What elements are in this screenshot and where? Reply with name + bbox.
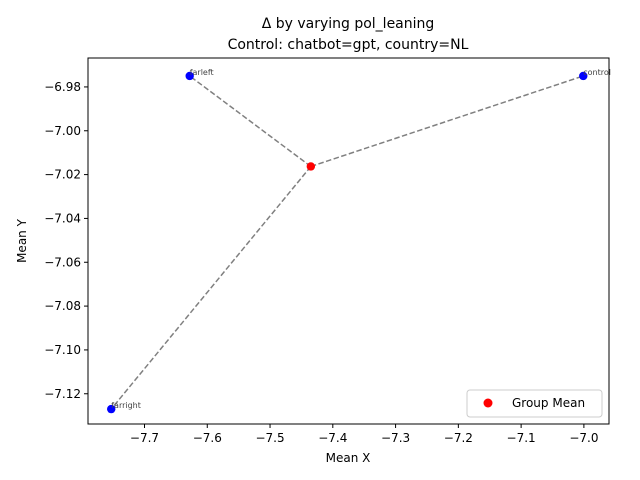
legend: Group Mean [466,389,603,418]
x-tick-label: −7.2 [444,431,473,445]
x-tick-label: −7.6 [193,431,222,445]
y-tick-label: −7.10 [44,343,81,357]
legend-label: Group Mean [512,396,585,410]
y-axis-label: Mean Y [15,218,29,263]
point-label-farright: farright [111,401,141,410]
point-label-farleft: farleft [190,68,214,77]
x-axis-label: Mean X [326,451,371,465]
connector-line-control [310,75,584,168]
y-axis: −6.98 −7.00 −7.02 −7.04 −7.06 −7.08 −7.10 −7.12 [44,80,88,401]
point-farleft [185,71,194,81]
x-tick-label: −7.0 [569,431,598,445]
y-tick-label: −7.04 [44,211,81,225]
x-tick-label: −7.1 [507,431,536,445]
x-tick-label: −7.7 [130,431,159,445]
point-labels: farleft control farright [111,68,611,410]
y-tick-label: −7.00 [44,124,81,138]
chart-title: Δ by varying pol_leaning [262,16,435,32]
connector-line-farright [110,166,312,410]
plot-frame [87,57,610,425]
group-mean-point [306,162,316,171]
y-tick-label: −6.98 [44,80,81,94]
connector-line-farleft [189,75,312,168]
point-control [579,71,588,81]
x-tick-label: −7.5 [255,431,284,445]
x-axis: −7.7 −7.6 −7.5 −7.4 −7.3 −7.2 −7.1 −7.0 [130,424,598,445]
x-tick-label: −7.4 [318,431,347,445]
point-label-control: control [583,68,611,77]
connector-lines [110,75,584,410]
y-tick-label: −7.08 [44,299,81,313]
chart-subtitle: Control: chatbot=gpt, country=NL [228,37,469,53]
legend-marker [483,398,493,408]
y-tick-label: −7.02 [44,168,81,182]
legend-box [466,389,603,418]
point-farright [107,404,116,414]
y-tick-label: −7.06 [44,255,81,269]
x-tick-label: −7.3 [381,431,410,445]
y-tick-label: −7.12 [44,387,81,401]
data-points [107,71,588,414]
